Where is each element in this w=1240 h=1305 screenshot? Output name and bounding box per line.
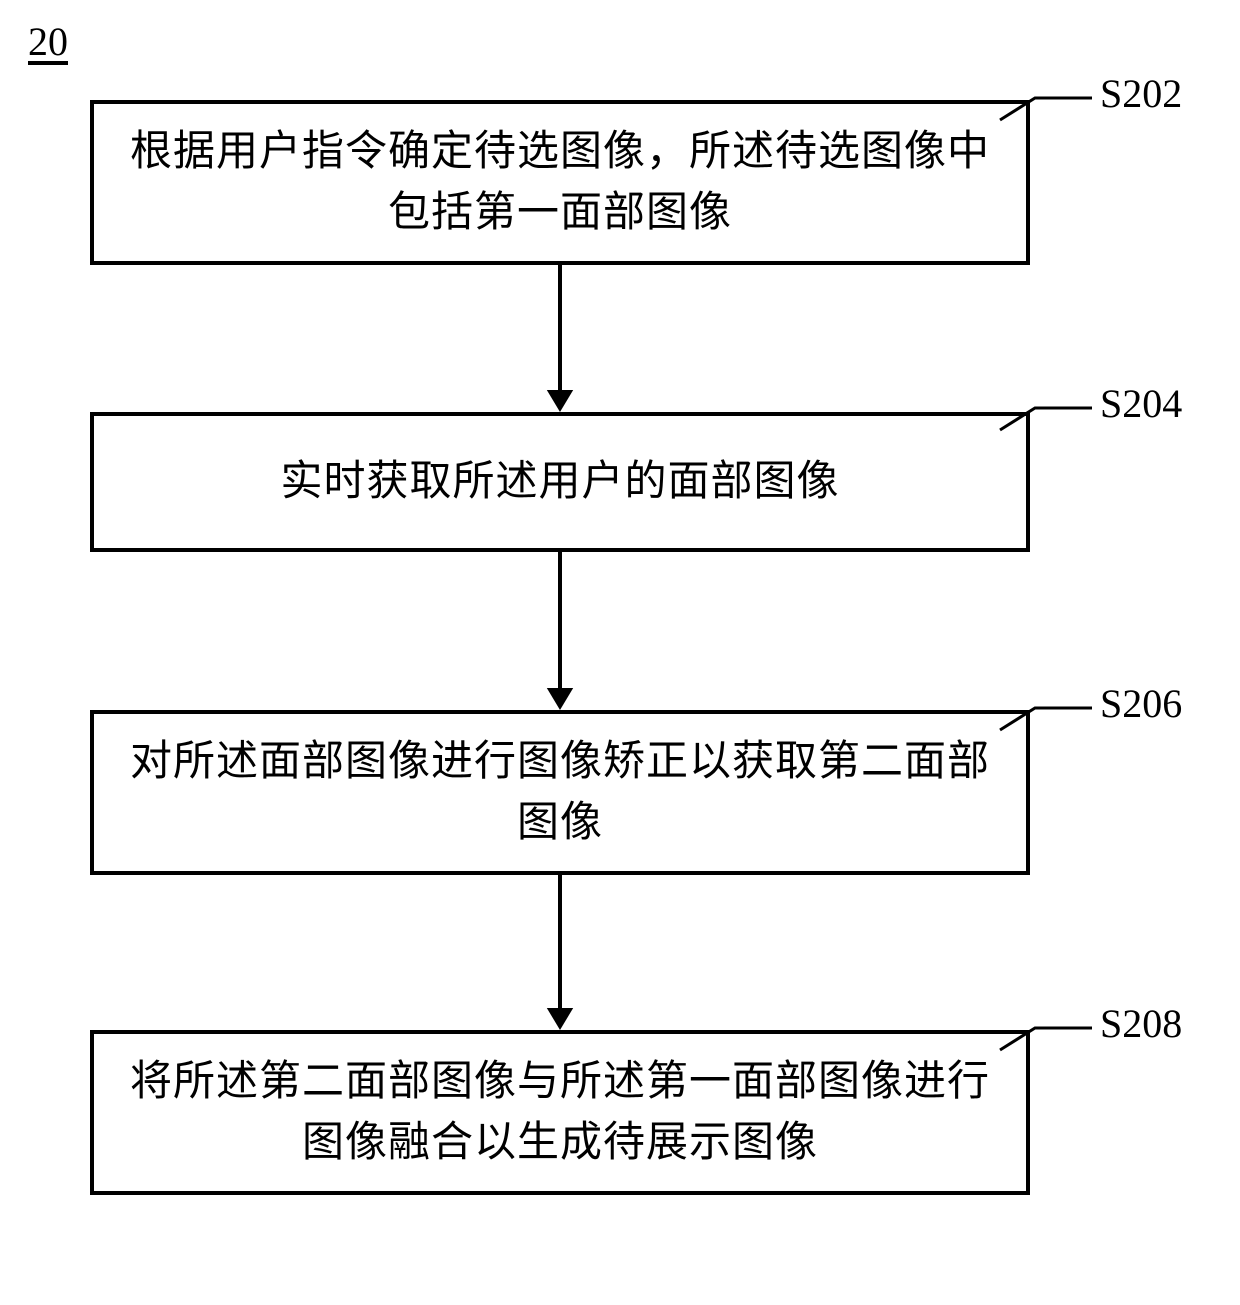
arrow-down-3	[0, 0, 1240, 1305]
flowchart-canvas: 20 根据用户指令确定待选图像，所述待选图像中包括第一面部图像S202实时获取所…	[0, 0, 1240, 1305]
